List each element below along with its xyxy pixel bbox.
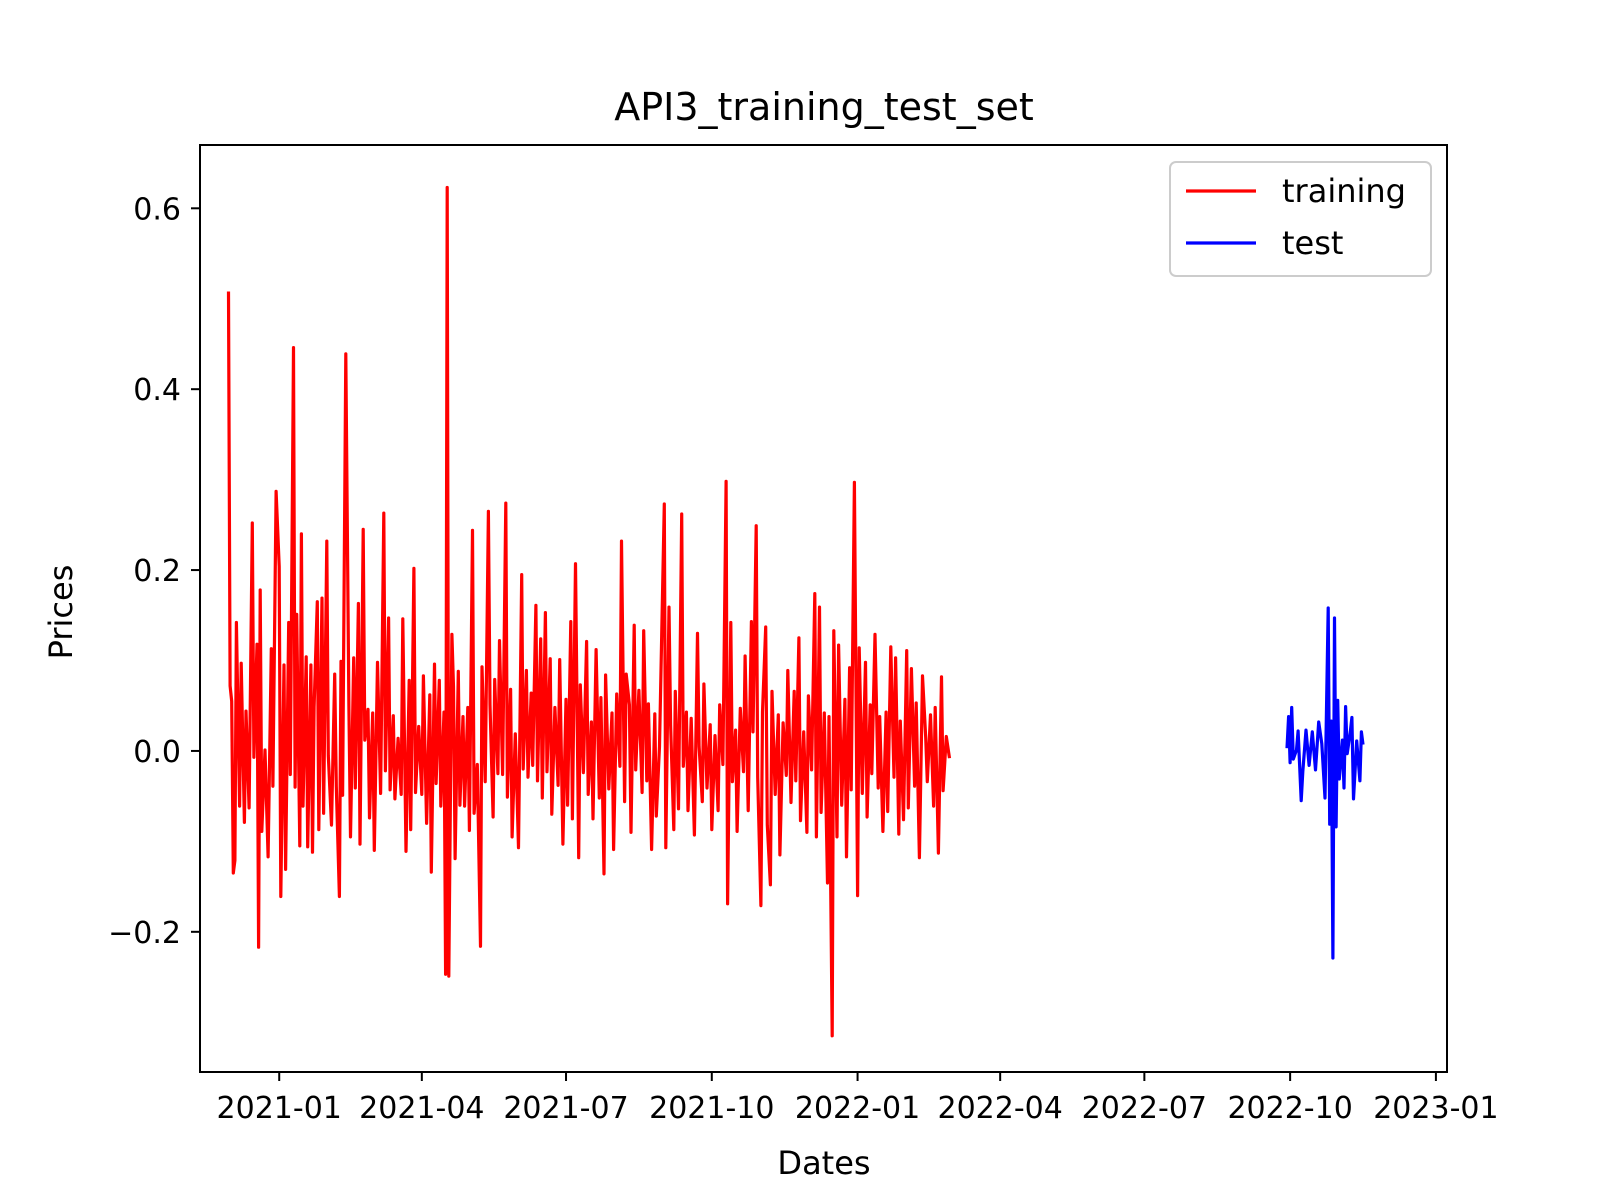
x-tick-label: 2021-10 — [649, 1091, 774, 1126]
y-axis-label: Prices — [42, 565, 80, 660]
x-tick-label: 2022-04 — [937, 1091, 1062, 1126]
x-tick-label: 2021-04 — [359, 1091, 484, 1126]
x-axis-label: Dates — [777, 1144, 870, 1182]
y-tick-label: −0.2 — [108, 916, 181, 951]
y-tick-label: 0.0 — [133, 735, 181, 770]
x-tick-label: 2022-01 — [795, 1091, 920, 1126]
plot-area — [199, 144, 1448, 1073]
legend-label-test: test — [1282, 224, 1343, 262]
x-tick-label: 2021-07 — [503, 1091, 628, 1126]
x-tick-label: 2021-01 — [217, 1091, 342, 1126]
x-tick-label: 2023-01 — [1373, 1091, 1498, 1126]
x-tick-label: 2022-07 — [1082, 1091, 1207, 1126]
plot-frame — [199, 144, 1448, 1073]
legend: training test — [1169, 161, 1432, 277]
plot-background — [200, 145, 1447, 1072]
series-line-training — [226, 185, 952, 1038]
y-tick-label: 0.2 — [133, 554, 181, 589]
y-tick-label: 0.6 — [133, 192, 181, 227]
x-tick-label: 2022-10 — [1227, 1091, 1352, 1126]
y-tick-label: 0.4 — [133, 373, 181, 408]
legend-label-training: training — [1282, 172, 1406, 210]
y-axis: −0.2 0.0 0.2 0.4 0.6 — [108, 192, 200, 951]
x-axis: 2021-01 2021-04 2021-07 2021-10 2022-01 2022-… — [217, 1072, 1499, 1126]
series-layer — [226, 185, 1365, 1038]
chart-title: API3_training_test_set — [614, 85, 1034, 129]
series-line-test — [1285, 606, 1365, 960]
